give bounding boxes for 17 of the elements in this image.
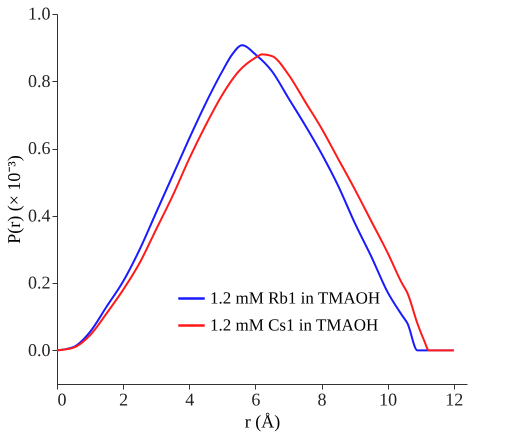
legend-label: 1.2 mM Rb1 in TMAOH — [210, 288, 380, 308]
y-tick-label: 0.6 — [28, 138, 50, 158]
x-axis-title: r (Å) — [244, 412, 280, 432]
y-tick-label: 1.0 — [28, 4, 50, 24]
x-tick-label: 10 — [379, 390, 398, 410]
x-tick-label: 12 — [445, 390, 464, 410]
y-axis-title: P(r) (× 10⁻³) — [4, 155, 24, 244]
y-tick-label: 0.8 — [28, 70, 50, 91]
y-tick-label: 0.2 — [28, 272, 50, 293]
x-tick-label: 6 — [251, 390, 260, 410]
y-tick-label: 0.4 — [28, 205, 50, 226]
y-tick-label: 0.0 — [28, 340, 50, 360]
x-tick-label: 4 — [185, 390, 194, 410]
legend-label: 1.2 mM Cs1 in TMAOH — [210, 316, 378, 334]
x-tick-label: 8 — [318, 390, 327, 410]
x-tick-label: 0 — [58, 390, 66, 410]
x-tick-label: 2 — [119, 390, 128, 410]
